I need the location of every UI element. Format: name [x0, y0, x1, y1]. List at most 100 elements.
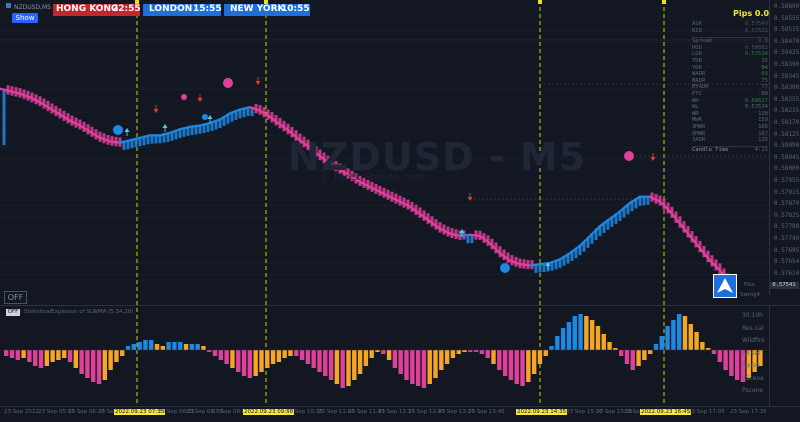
trend-column	[134, 137, 138, 148]
histogram-bar	[340, 350, 345, 388]
trend-column	[606, 219, 610, 230]
price-line-segment	[368, 185, 382, 193]
histogram-bar	[526, 350, 531, 382]
info-row-value: 75	[761, 77, 768, 84]
trend-column	[178, 128, 182, 138]
histogram-bar	[67, 350, 73, 362]
time-label: 23 Sep 13:45	[468, 409, 505, 415]
price-line-segment	[458, 233, 472, 238]
histogram-bar	[154, 344, 160, 350]
histogram-bar	[85, 350, 90, 378]
pane-divider[interactable]	[0, 305, 800, 306]
off-toggle-main[interactable]: OFF	[4, 291, 27, 304]
price-tick: 0.58515	[774, 26, 800, 34]
price-line-segment	[298, 139, 312, 149]
show-button[interactable]: Show	[12, 13, 38, 23]
histogram-bar	[427, 350, 432, 384]
info-row-myadr: MYADR 77	[692, 84, 768, 91]
histogram-bar	[334, 350, 340, 384]
info-row-value: 69	[761, 71, 768, 78]
histogram-bar	[50, 350, 55, 362]
histogram-bar	[549, 346, 554, 350]
current-price-tag: 0.57541	[769, 282, 799, 289]
price-tick: 0.58125	[774, 130, 800, 138]
price-line-segment	[488, 242, 502, 255]
info-row-ydr: YDR 84	[692, 65, 768, 72]
off-toggle-sub[interactable]: OFF	[6, 309, 20, 316]
price-tick: 0.58600	[774, 3, 800, 10]
info-panel: ASK 0.57549 BID 0.57531 Spread 1.8 HOD 0.588…	[692, 21, 768, 153]
price-line-segment	[478, 234, 492, 245]
time-label: 23 Sep 10:35	[286, 409, 323, 415]
signal-dot	[202, 114, 208, 120]
info-row-label: WH	[692, 97, 699, 104]
time-axis[interactable]: 23 Sep 2022 23 Sep 05:55 23 Sep 06:20 23 Se…	[0, 406, 800, 422]
sell-arrow-icon	[650, 157, 656, 161]
histogram-bar	[259, 350, 264, 372]
time-label: 23 Sep 17:35	[730, 409, 767, 415]
trend-column	[158, 134, 162, 144]
trend-column	[126, 139, 130, 150]
histogram-bar	[357, 350, 363, 374]
symbol-label: NZDUSD,M5	[6, 3, 54, 14]
histogram-bar	[700, 342, 705, 350]
histogram-bar	[305, 350, 311, 364]
histogram-bar	[195, 344, 200, 350]
price-line-segment	[408, 205, 422, 216]
sub-axis[interactable]: 30.10h Res.cat Wildfire All set Pause PScene P…	[742, 306, 800, 406]
time-label: 23 Sep 13:15	[438, 409, 475, 415]
price-line-segment	[58, 113, 72, 122]
sell-arrow-icon	[467, 197, 473, 201]
histogram-bar	[9, 350, 15, 358]
histogram-bar	[317, 350, 322, 372]
price-tick: 0.57955	[774, 177, 800, 184]
session-marker	[662, 0, 666, 4]
histogram-bar	[38, 350, 44, 368]
trend-column	[574, 247, 578, 259]
info-row-value: 167	[758, 130, 768, 137]
histogram-bar	[520, 350, 525, 386]
price-line-segment	[558, 252, 572, 261]
histogram-bar	[207, 350, 212, 352]
trend-column	[618, 210, 622, 221]
info-row-value: 166	[758, 123, 768, 130]
session-marker	[264, 0, 268, 4]
info-row-wadr: WADR 69	[692, 71, 768, 78]
histogram-bar	[676, 314, 682, 350]
trend-column	[590, 233, 594, 244]
trend-column	[538, 263, 542, 273]
trend-column	[122, 140, 126, 150]
trend-column	[186, 126, 190, 136]
histogram-bar	[752, 350, 757, 372]
price-tick: 0.57610	[774, 269, 800, 277]
price-axis[interactable]: 0.58600 0.58555 0.58515 0.58470 0.58425 0.583…	[769, 0, 800, 295]
histogram-bar	[560, 328, 566, 350]
histogram-bar	[595, 326, 601, 350]
histogram-bar	[352, 350, 357, 380]
trend-column	[558, 258, 562, 269]
price-line-segment	[278, 123, 292, 133]
buy-arrow-icon	[124, 128, 130, 132]
info-ask: ASK 0.57549	[692, 21, 768, 27]
histogram-bar	[230, 350, 235, 368]
info-row-label: MWR	[692, 117, 702, 124]
histogram-bar	[531, 350, 537, 374]
trend-column	[206, 122, 210, 133]
watermark: NZDUSD - M5	[288, 135, 587, 179]
trend-column	[570, 250, 574, 261]
price-tick: 0.58470	[774, 37, 800, 45]
info-row-label: WADR	[692, 71, 706, 78]
trend-column	[238, 108, 242, 119]
trend-column	[250, 106, 254, 117]
time-label: 23 Sep 2022	[4, 409, 39, 415]
trend-column	[162, 133, 166, 143]
histogram-bar	[485, 350, 490, 358]
histogram-bar	[682, 316, 688, 350]
price-line-segment	[468, 233, 482, 238]
histogram-bar	[630, 350, 635, 370]
sub-tick: Res.cat	[742, 324, 764, 332]
price-tick: 0.58090	[774, 142, 800, 150]
histogram-bar	[120, 350, 125, 356]
trend-column	[234, 110, 238, 120]
